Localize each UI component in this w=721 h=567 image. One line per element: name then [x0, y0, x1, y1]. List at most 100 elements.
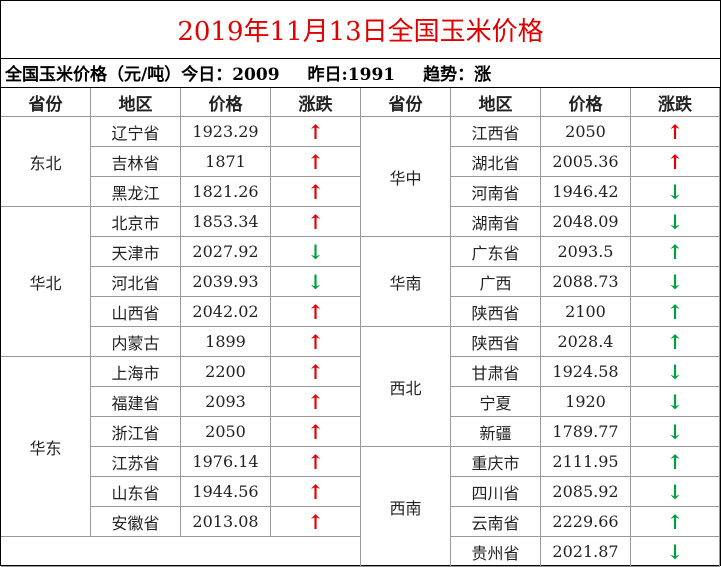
region-cell: 河北省	[91, 267, 181, 297]
trend-cell: ↑	[631, 447, 720, 477]
region-cell: 上海市	[91, 357, 181, 387]
trend-cell: ↓	[631, 357, 720, 387]
trend-cell: ↓	[631, 477, 720, 507]
trend-cell: ↓	[271, 237, 361, 267]
price-cell: 2039.93	[181, 267, 271, 297]
trend-cell: ↑	[631, 507, 720, 537]
header-cell: 省份	[361, 88, 451, 117]
title: 2019年11月13日全国玉米价格	[1, 1, 720, 59]
trend-cell: ↓	[631, 537, 720, 567]
header-cell: 价格	[181, 88, 271, 117]
region-cell: 天津市	[91, 237, 181, 267]
trend-cell: ↑	[271, 477, 361, 507]
trend-cell: ↓	[271, 267, 361, 297]
trend-cell: ↑	[631, 297, 720, 327]
trend-cell: ↑	[631, 237, 720, 267]
region-cell: 内蒙古	[91, 327, 181, 357]
region-cell: 浙江省	[91, 417, 181, 447]
price-cell: 2100	[541, 297, 631, 327]
trend-cell: ↓	[631, 267, 720, 297]
province-cell: 华北	[1, 207, 91, 357]
trend-cell: ↓	[631, 387, 720, 417]
province-cell: 东北	[1, 117, 91, 207]
region-cell: 陕西省	[451, 327, 541, 357]
price-cell: 2013.08	[181, 507, 271, 537]
trend-cell: ↑	[271, 447, 361, 477]
price-cell: 1946.42	[541, 177, 631, 207]
trend-cell: ↑	[271, 117, 361, 147]
header-cell: 地区	[451, 88, 541, 117]
region-cell: 黑龙江	[91, 177, 181, 207]
region-cell: 江西省	[451, 117, 541, 147]
province-cell: 华东	[1, 357, 91, 537]
trend-cell: ↑	[271, 357, 361, 387]
price-cell: 1920	[541, 387, 631, 417]
price-cell: 1821.26	[181, 177, 271, 207]
trend-cell: ↑	[631, 117, 720, 147]
price-cell: 1853.34	[181, 207, 271, 237]
region-cell: 云南省	[451, 507, 541, 537]
price-cell: 2093.5	[541, 237, 631, 267]
region-cell: 山东省	[91, 477, 181, 507]
region-cell: 河南省	[451, 177, 541, 207]
province-cell: 华南	[361, 237, 451, 327]
region-cell: 广东省	[451, 237, 541, 267]
trend-cell: ↑	[271, 297, 361, 327]
region-cell: 宁夏	[451, 387, 541, 417]
subtitle: 全国玉米价格（元/吨）今日：2009 昨日:1991 趋势：涨	[1, 58, 720, 88]
header-cell: 涨跌	[631, 88, 720, 117]
price-cell: 2027.92	[181, 237, 271, 267]
subtitle-part: 全国玉米价格（元/吨）今日：2009	[5, 65, 280, 85]
region-cell: 湖北省	[451, 147, 541, 177]
region-cell: 广西	[451, 267, 541, 297]
trend-cell: ↑	[271, 207, 361, 237]
empty-cell	[1, 537, 361, 567]
price-cell: 1871	[181, 147, 271, 177]
region-cell: 重庆市	[451, 447, 541, 477]
price-cell: 1944.56	[181, 477, 271, 507]
price-cell: 2229.66	[541, 507, 631, 537]
price-cell: 2088.73	[541, 267, 631, 297]
region-cell: 四川省	[451, 477, 541, 507]
price-cell: 2021.87	[541, 537, 631, 567]
trend-cell: ↓	[631, 417, 720, 447]
price-cell: 2050	[181, 417, 271, 447]
price-cell: 1923.29	[181, 117, 271, 147]
trend-cell: ↑	[271, 417, 361, 447]
trend-cell: ↑	[631, 147, 720, 177]
price-cell: 2111.95	[541, 447, 631, 477]
region-cell: 贵州省	[451, 537, 541, 567]
region-cell: 新疆	[451, 417, 541, 447]
price-cell: 2200	[181, 357, 271, 387]
price-cell: 2005.36	[541, 147, 631, 177]
region-cell: 甘肃省	[451, 357, 541, 387]
trend-cell: ↑	[271, 507, 361, 537]
header-cell: 涨跌	[271, 88, 361, 117]
price-cell: 1899	[181, 327, 271, 357]
region-cell: 江苏省	[91, 447, 181, 477]
price-cell: 2085.92	[541, 477, 631, 507]
region-cell: 福建省	[91, 387, 181, 417]
region-cell: 安徽省	[91, 507, 181, 537]
region-cell: 北京市	[91, 207, 181, 237]
province-cell: 西北	[361, 327, 451, 447]
price-cell: 1976.14	[181, 447, 271, 477]
subtitle-part: 昨日:1991	[307, 65, 396, 85]
header-cell: 价格	[541, 88, 631, 117]
price-cell: 2093	[181, 387, 271, 417]
price-cell: 1924.58	[541, 357, 631, 387]
trend-cell: ↑	[271, 387, 361, 417]
price-cell: 1789.77	[541, 417, 631, 447]
trend-cell: ↓	[631, 177, 720, 207]
province-cell: 西南	[361, 447, 451, 567]
region-cell: 吉林省	[91, 147, 181, 177]
trend-cell: ↑	[631, 327, 720, 357]
trend-cell: ↑	[271, 177, 361, 207]
price-cell: 2048.09	[541, 207, 631, 237]
price-cell: 2050	[541, 117, 631, 147]
province-cell: 华中	[361, 117, 451, 237]
price-cell: 2028.4	[541, 327, 631, 357]
header-cell: 省份	[1, 88, 91, 117]
region-cell: 陕西省	[451, 297, 541, 327]
